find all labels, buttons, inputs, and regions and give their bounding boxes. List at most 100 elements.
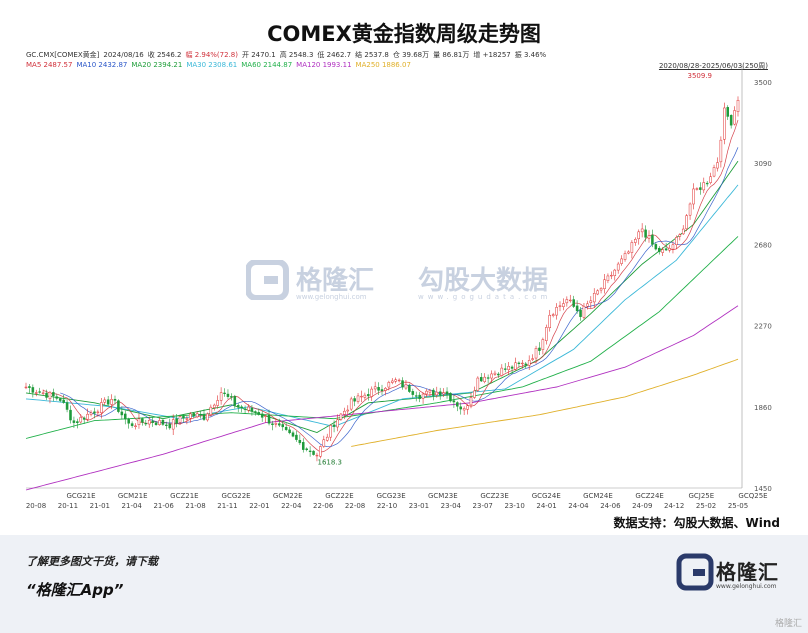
info-item: 量 86.81万 [433,51,470,59]
candle-body [568,299,572,302]
candle-body [681,228,685,235]
candle-body [343,410,346,415]
contract-label: GCG23E [377,492,406,500]
candle-body [627,251,630,254]
x-tick-label: 23-04 [441,502,462,510]
candle-body [209,406,213,416]
chart-title: COMEX黄金指数周级走势图 [267,22,541,46]
info-item: 仓 39.68万 [392,51,430,59]
candle-body [702,182,706,191]
candle-body [367,394,370,397]
candle-body [548,314,552,329]
candle-body [473,390,476,398]
x-tick-label: 25-02 [696,502,716,510]
candle-body [206,413,209,421]
candle-body [657,247,661,253]
contract-label: GCZ24E [635,492,663,500]
ma-info-line: MA5 2487.57 MA10 2432.87 MA20 2394.21 MA30 … [26,61,415,69]
candle-body [226,393,230,397]
watermark-text-left: 格隆汇 [296,266,375,296]
candle-body [312,450,315,455]
x-tick-label: 25-05 [728,502,748,510]
contract-label: GCZ23E [480,492,508,500]
candle-body [479,377,483,382]
candle-body [575,305,579,312]
candle-body [86,413,89,420]
candle-body [117,400,120,412]
x-tick-label: 24-06 [600,502,621,510]
x-tick-label: 21-04 [122,502,143,510]
candle-body [425,390,428,395]
contract-label: GCM24E [583,492,613,500]
ohlc-info-line: GC.CMX[COMEX黄金] 2024/08/16 收 2546.2 幅 2.94%… [26,50,550,60]
candle-body [534,348,538,359]
candle-body [445,391,449,395]
candle-body [284,426,288,430]
candle-body [103,399,107,403]
candle-body [363,394,367,398]
candle-body [551,314,555,316]
ma-line-ma20 [25,160,739,433]
watermark-logo-left [245,259,292,304]
candlestick-chart: 1450 1860 2270 2680 3090 3500 3509.9 1618.3 20-0… [24,66,772,510]
candle-body [295,434,298,440]
candle-body [202,414,206,420]
candle-body [113,398,117,401]
candle-body [634,239,637,243]
candle-body [442,392,445,395]
candle-body [298,439,302,444]
candle-body [486,377,490,379]
candle-body [69,409,72,421]
candle-body [250,408,254,412]
contract-label: GCM21E [118,492,148,500]
candle-body [493,372,497,375]
candle-body [510,366,514,369]
candle-body [538,347,541,351]
contract-label: GCG24E [532,492,561,500]
candle-body [110,399,113,405]
candle-body [192,413,196,417]
candle-body [76,421,79,423]
candle-body [329,425,332,438]
candle-body [432,389,435,396]
x-tick-label: 21-08 [185,502,205,510]
info-item: 振 3.46% [514,51,547,59]
candle-body [668,248,671,251]
candle-body [271,423,274,425]
candle-body [38,391,41,393]
contract-label: GCZ22E [325,492,353,500]
candle-body [620,258,623,264]
candle-body [274,423,278,425]
candle-body [31,387,35,393]
info-item: 增 +18257 [473,51,511,59]
candle-body [401,380,404,388]
candle-body [545,327,548,341]
candle-body [370,388,374,397]
candle-body [456,402,459,407]
candle-body [301,442,305,450]
candle-body [623,253,627,260]
watermark-url-right: www.gogudata.com [418,293,552,301]
info-item: MA5 2487.57 [26,61,73,69]
brand-url: www.gelonghui.com [716,583,777,590]
candle-body [79,417,83,423]
candle-body [651,234,654,245]
candle-body [65,402,69,410]
candle-body [41,392,45,394]
footer-promo-text: 了解更多图文干货，请下载 [26,555,158,568]
candle-body [134,425,137,428]
candle-body [236,405,240,408]
candle-body [247,406,250,411]
candle-body [123,413,127,420]
brand-name: 格隆汇 [716,560,779,584]
candle-body [404,384,408,389]
candle-body [610,274,613,277]
candle-body [490,373,493,379]
info-item: GC.CMX[COMEX黄金] [26,51,100,59]
candle-body [384,387,387,391]
candle-body [644,229,647,238]
info-item: 高 2548.3 [279,51,314,59]
contract-label: GCQ25E [738,492,767,500]
candle-body [281,424,285,428]
candle-body [339,413,343,420]
